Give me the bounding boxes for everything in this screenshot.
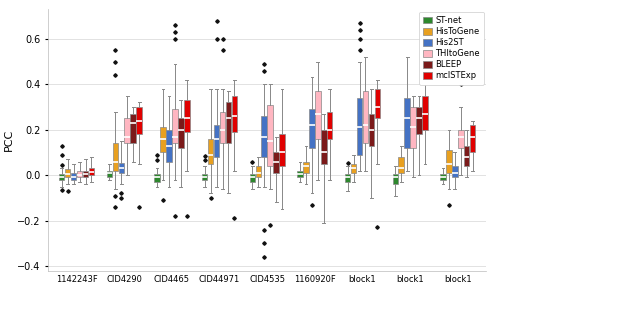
- PathPatch shape: [184, 100, 189, 132]
- PathPatch shape: [262, 116, 267, 157]
- PathPatch shape: [220, 112, 225, 143]
- PathPatch shape: [356, 98, 362, 155]
- PathPatch shape: [71, 173, 76, 180]
- PathPatch shape: [458, 130, 463, 148]
- PathPatch shape: [118, 163, 124, 173]
- PathPatch shape: [399, 157, 404, 173]
- PathPatch shape: [464, 146, 470, 166]
- PathPatch shape: [303, 161, 308, 173]
- PathPatch shape: [77, 171, 83, 178]
- PathPatch shape: [315, 91, 321, 139]
- PathPatch shape: [273, 152, 279, 173]
- PathPatch shape: [452, 166, 458, 178]
- PathPatch shape: [232, 96, 237, 132]
- PathPatch shape: [255, 166, 261, 178]
- PathPatch shape: [226, 102, 231, 143]
- PathPatch shape: [404, 98, 410, 148]
- PathPatch shape: [208, 139, 213, 164]
- PathPatch shape: [422, 96, 428, 130]
- PathPatch shape: [363, 91, 368, 143]
- PathPatch shape: [202, 174, 207, 180]
- PathPatch shape: [113, 143, 118, 171]
- PathPatch shape: [392, 174, 398, 184]
- PathPatch shape: [250, 174, 255, 182]
- PathPatch shape: [417, 107, 422, 134]
- PathPatch shape: [136, 107, 142, 134]
- PathPatch shape: [470, 125, 476, 152]
- PathPatch shape: [154, 174, 160, 182]
- PathPatch shape: [327, 112, 333, 139]
- PathPatch shape: [131, 114, 136, 143]
- PathPatch shape: [268, 105, 273, 166]
- PathPatch shape: [446, 150, 452, 173]
- PathPatch shape: [107, 171, 112, 178]
- Y-axis label: PCC: PCC: [4, 129, 14, 151]
- PathPatch shape: [410, 107, 416, 148]
- PathPatch shape: [309, 109, 315, 148]
- PathPatch shape: [369, 114, 374, 146]
- PathPatch shape: [59, 174, 65, 180]
- PathPatch shape: [297, 171, 303, 178]
- PathPatch shape: [440, 174, 445, 180]
- PathPatch shape: [214, 125, 220, 157]
- PathPatch shape: [172, 109, 178, 143]
- PathPatch shape: [65, 169, 70, 178]
- PathPatch shape: [83, 171, 88, 178]
- PathPatch shape: [178, 118, 184, 148]
- PathPatch shape: [125, 118, 130, 143]
- PathPatch shape: [160, 128, 166, 152]
- PathPatch shape: [89, 168, 94, 175]
- PathPatch shape: [374, 89, 380, 118]
- PathPatch shape: [279, 134, 285, 166]
- PathPatch shape: [351, 164, 356, 173]
- PathPatch shape: [166, 130, 172, 161]
- PathPatch shape: [321, 130, 326, 164]
- PathPatch shape: [345, 174, 350, 182]
- Legend: ST-net, HisToGene, His2ST, THItoGene, BLEEP, mcISTExp: ST-net, HisToGene, His2ST, THItoGene, BL…: [419, 12, 484, 85]
